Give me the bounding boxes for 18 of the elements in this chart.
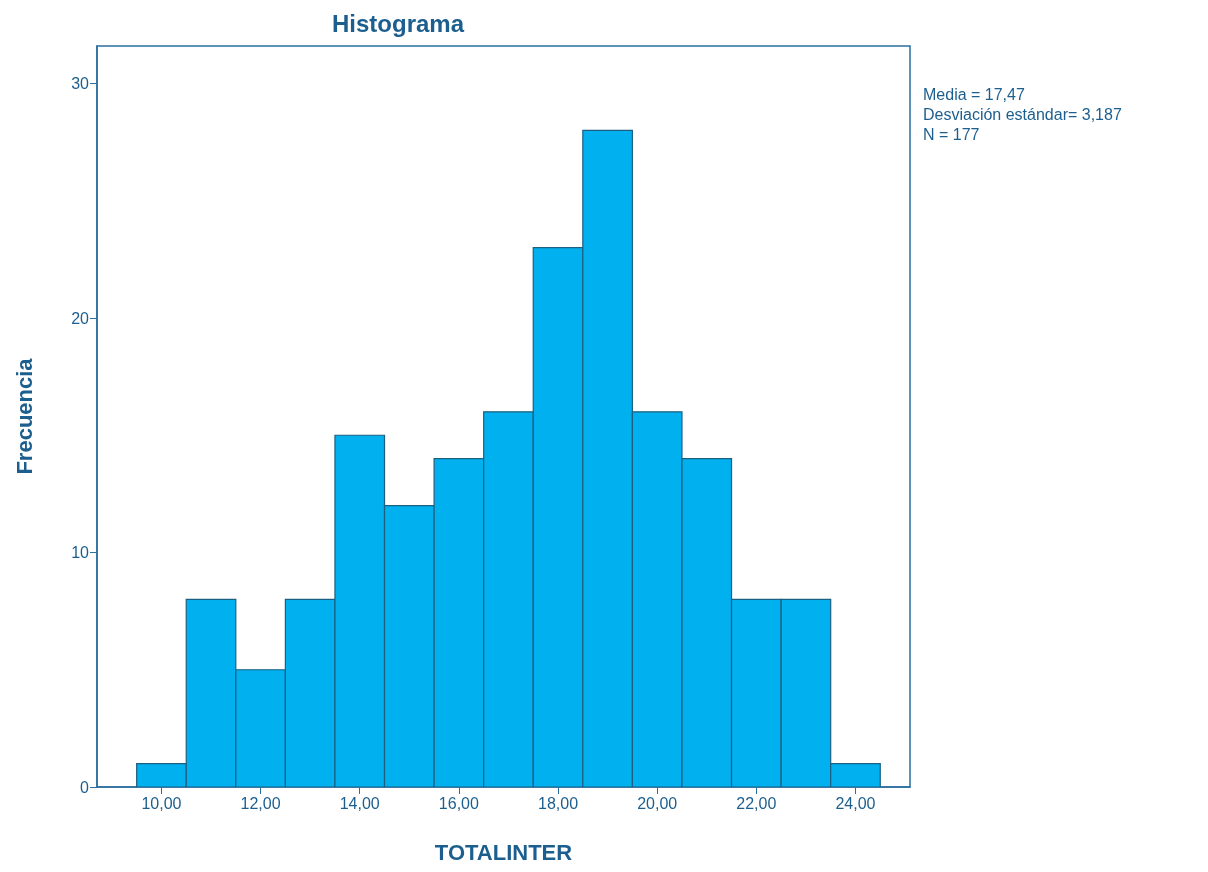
x-tick-label: 10,00: [141, 794, 182, 812]
text: N = 177: [923, 125, 980, 143]
text: Desviación estándar= 3,187: [923, 105, 1122, 123]
x-tick-label: 18,00: [538, 794, 579, 812]
y-tick-label: 30: [71, 75, 90, 93]
x-tick-label: 14,00: [339, 794, 380, 812]
x-axis-title: TOTALINTER: [434, 839, 573, 865]
y-tick-label: 0: [80, 778, 90, 796]
chart-title: Histograma: [331, 9, 465, 37]
y-tick-label: 10: [71, 544, 90, 562]
y-tick-label: 20: [71, 309, 90, 327]
x-tick-label: 22,00: [736, 794, 777, 812]
text: Media = 17,47: [923, 85, 1025, 103]
y-axis-title: Frecuencia: [11, 357, 37, 475]
x-tick-label: 16,00: [438, 794, 479, 812]
x-tick-label: 24,00: [835, 794, 876, 812]
x-tick-label: 20,00: [637, 794, 678, 812]
x-tick-label: 12,00: [240, 794, 281, 812]
